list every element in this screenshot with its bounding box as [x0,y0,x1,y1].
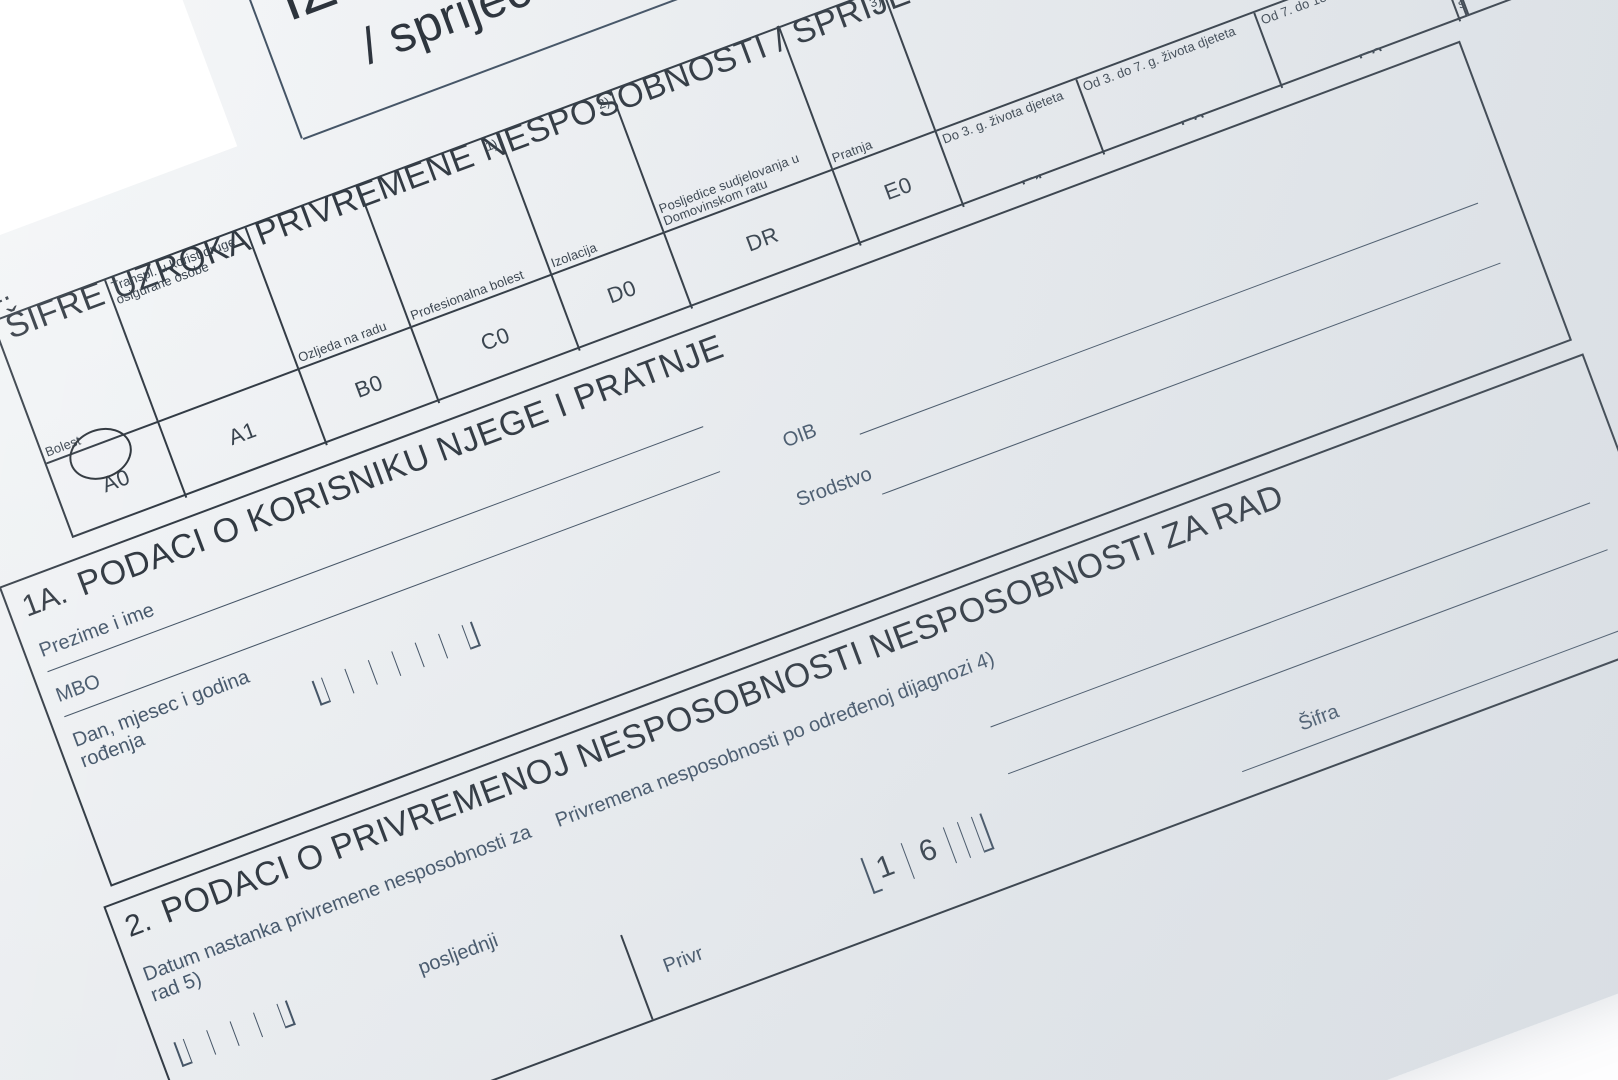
footnote-3: 3) [867,0,884,11]
s2-comb-tick-2 [206,1030,217,1055]
code-b0: B0 [351,369,387,403]
dx-digit-2: 6 [914,832,942,870]
label-f3: Od 7. do 18. g. života djeteta [1259,0,1434,27]
dob-comb-tick-6 [438,633,449,659]
dob-comb-tick-3 [367,660,378,685]
code-d0: D0 [603,274,640,309]
dob-comb-tick-4 [391,651,402,676]
code-e0: E0 [880,171,916,205]
s2-comb-tick-4 [253,1012,264,1038]
footnote-2: 2) [595,93,612,113]
code-a1: A1 [224,416,260,451]
dx-comb-tick-3 [957,821,972,858]
footnote-1: 1) [483,135,500,155]
dob-comb-tick-5 [414,642,425,668]
dx-comb-tick-1 [900,843,915,880]
dx-comb-tick-2 [943,827,958,864]
s2-comb-tick-3 [229,1021,240,1047]
code-dr: DR [742,221,782,257]
dob-comb-tick-2 [344,668,355,694]
code-c0: C0 [477,322,514,356]
